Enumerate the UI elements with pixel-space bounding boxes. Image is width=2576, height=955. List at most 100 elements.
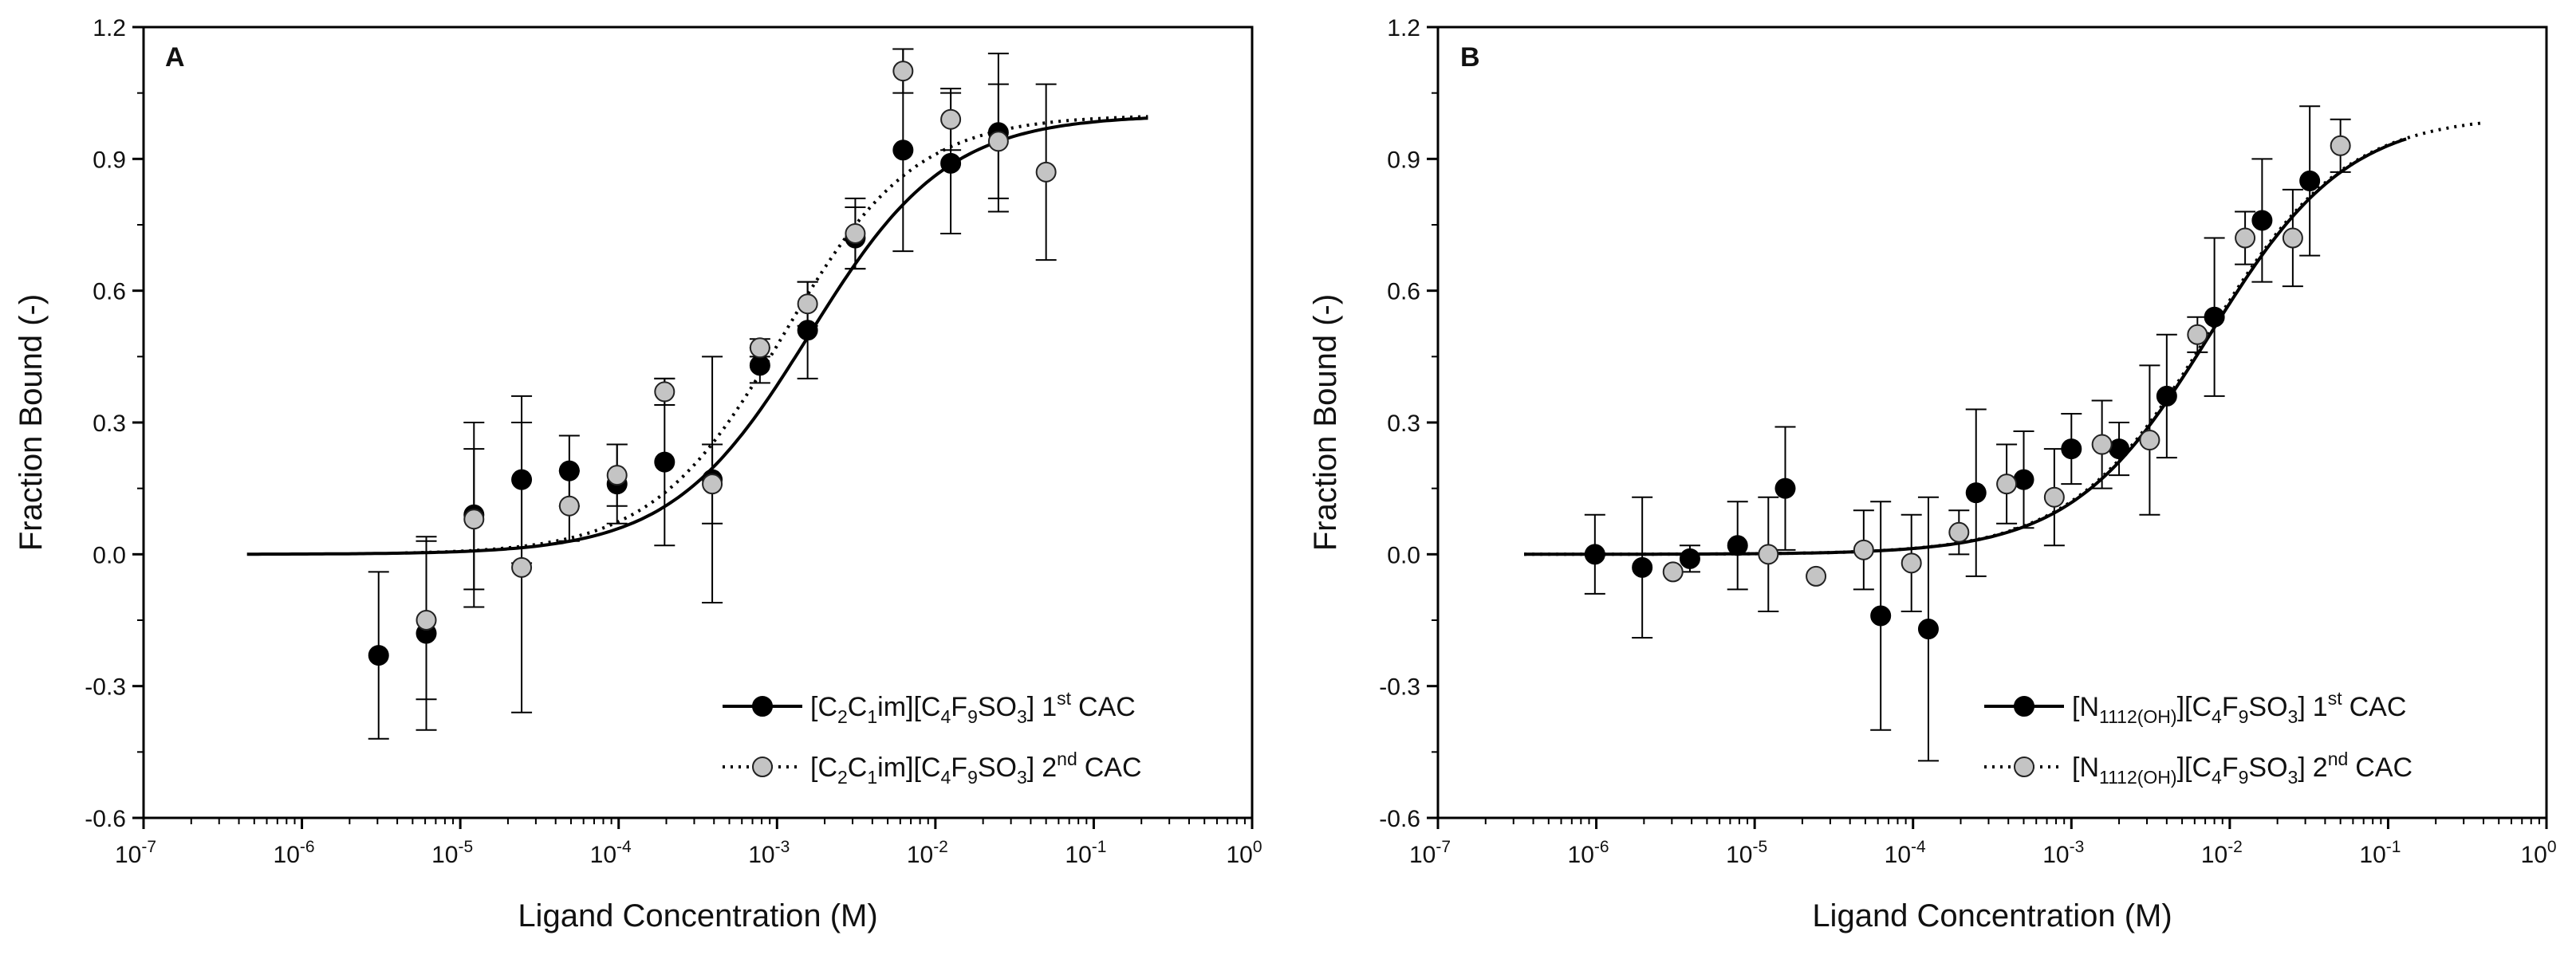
x-tick-label: 10-4	[1885, 838, 1926, 868]
data-point-series-2	[845, 223, 866, 245]
data-point-series-2	[654, 381, 676, 403]
data-point-series-2	[2139, 430, 2160, 451]
panel-a-x-ticks: 10-7 10-6 10-5 10-4 10-3 10-2 10-1 100	[115, 818, 1262, 868]
panel-a-marks	[246, 48, 1148, 740]
y-tick-label: -0.3	[85, 674, 126, 701]
data-point-series-2	[797, 293, 818, 315]
data-point-series-2	[1948, 521, 1970, 543]
panel-b-legend: [N1112(OH)][C4F9SO3] 1st CAC [N1112(OH)][C…	[1984, 688, 2413, 788]
data-point-series-1	[2061, 438, 2082, 460]
data-point-series-1	[2299, 170, 2321, 191]
panel-b-y-ticks: -0.6 -0.3 0.0 0.3 0.6 0.9 1.2	[1379, 15, 1438, 832]
x-tick-label: 10-1	[1065, 838, 1106, 868]
y-tick-label: 0.3	[1387, 411, 1420, 437]
data-point-series-2	[2043, 486, 2065, 508]
x-tick-label: 10-2	[2201, 838, 2243, 868]
panel-b: B 10-7 10-6 10-5 10-4 10-3 10-2 10-1 100 -0.6 -0…	[1308, 15, 2557, 933]
data-point-series-2	[2235, 227, 2256, 249]
data-point-series-2	[987, 131, 1009, 152]
data-point-series-1	[1965, 482, 1987, 504]
y-tick-label: 0.9	[93, 147, 126, 173]
data-point-series-1	[1870, 605, 1892, 627]
panel-b-legend-label-1st: [N1112(OH)][C4F9SO3] 1st CAC	[2072, 688, 2406, 727]
y-tick-label: -0.3	[1379, 674, 1420, 701]
x-tick-label: 10-5	[431, 838, 473, 868]
x-tick-label: 10-4	[590, 838, 632, 868]
panel-b-frame	[1436, 26, 2548, 819]
panel-b-x-axis-title: Ligand Concentration (M)	[1812, 898, 2172, 933]
panel-a-legend-entry-1: [C2C1im][C4F9SO3] 1st CAC	[723, 688, 1136, 727]
x-tick-label: 10-6	[274, 838, 315, 868]
x-tick-label: 100	[2520, 838, 2556, 868]
data-point-series-1	[368, 645, 389, 666]
data-point-series-2	[416, 610, 437, 631]
x-tick-label: 10-5	[1726, 838, 1767, 868]
data-point-series-1	[1584, 544, 1605, 565]
data-point-series-2	[2330, 135, 2351, 156]
panel-b-legend-entry-1: [N1112(OH)][C4F9SO3] 1st CAC	[1984, 688, 2406, 727]
y-tick-label: 0.9	[1387, 147, 1420, 173]
panel-a-legend-entry-2: [C2C1im][C4F9SO3] 2nd CAC	[723, 749, 1142, 788]
fit-curve-series-1	[246, 116, 1148, 556]
legend-marker-black	[752, 696, 773, 717]
data-point-series-1	[1727, 535, 1748, 556]
data-point-series-1	[1917, 619, 1939, 640]
panel-b-legend-label-2nd: [N1112(OH)][C4F9SO3] 2nd CAC	[2072, 749, 2413, 788]
fit-curve-series-1	[1524, 137, 2407, 556]
data-point-series-2	[1853, 539, 1874, 560]
panel-a-x-axis-title: Ligand Concentration (M)	[518, 898, 877, 933]
data-point-series-2	[511, 556, 533, 578]
data-point-series-2	[1035, 161, 1057, 183]
legend-marker-grey	[752, 757, 773, 777]
x-tick-label: 100	[1226, 838, 1262, 868]
y-tick-label: 1.2	[93, 15, 126, 41]
data-point-series-1	[2013, 469, 2034, 490]
panel-a-label: A	[165, 42, 185, 73]
data-point-series-2	[606, 465, 628, 486]
x-tick-label: 10-1	[2359, 838, 2401, 868]
data-point-series-2	[940, 108, 962, 130]
y-tick-label: 0.6	[1387, 279, 1420, 305]
data-point-series-2	[463, 509, 485, 530]
data-point-series-2	[702, 474, 723, 495]
data-point-series-1	[892, 140, 914, 161]
x-tick-label: 10-6	[1568, 838, 1609, 868]
data-point-series-1	[511, 469, 533, 490]
data-point-series-1	[558, 460, 580, 481]
panel-a-legend: [C2C1im][C4F9SO3] 1st CAC [C2C1im][C4F9SO3…	[723, 688, 1142, 788]
data-point-series-1	[1679, 548, 1700, 569]
data-point-series-1	[749, 355, 770, 376]
panel-a-legend-label-1st: [C2C1im][C4F9SO3] 1st CAC	[810, 688, 1136, 727]
data-point-series-1	[2204, 306, 2225, 328]
data-point-series-2	[2282, 227, 2303, 249]
data-point-series-2	[1900, 552, 1922, 574]
x-tick-label: 10-3	[748, 838, 790, 868]
y-tick-label: -0.6	[1379, 806, 1420, 832]
data-point-series-2	[1996, 474, 2018, 495]
panel-a-legend-label-2nd: [C2C1im][C4F9SO3] 2nd CAC	[810, 749, 1142, 788]
panel-b-x-ticks: 10-7 10-6 10-5 10-4 10-3 10-2 10-1 100	[1409, 818, 2557, 868]
x-tick-label: 10-3	[2042, 838, 2084, 868]
y-tick-label: 0.3	[93, 411, 126, 437]
panel-b-label: B	[1460, 42, 1480, 73]
fit-curve-series-2	[405, 115, 1148, 555]
data-point-series-2	[2091, 434, 2113, 455]
data-point-series-2	[892, 61, 914, 82]
data-point-series-2	[749, 337, 770, 359]
legend-marker-grey	[2014, 757, 2034, 777]
data-point-series-1	[2156, 385, 2177, 407]
data-point-series-2	[1662, 561, 1684, 583]
panel-a-y-axis-title: Fraction Bound (-)	[14, 294, 49, 551]
data-point-series-1	[2109, 438, 2130, 460]
y-tick-label: 0.0	[1387, 542, 1420, 568]
data-point-series-2	[1758, 544, 1779, 565]
panel-a: A 10-7 10-6 10-5 10-4 10-3 10-2 10-1 100 -0.6-0…	[14, 15, 1262, 933]
y-tick-label: 0.6	[93, 279, 126, 305]
data-point-series-2	[558, 495, 580, 517]
x-tick-label: 10-7	[1409, 838, 1451, 868]
panel-a-frame	[142, 26, 1254, 819]
panel-a-y-ticks: -0.6 -0.3 0.0 0.3 0.6 0.9 1.2	[85, 15, 144, 832]
data-point-series-1	[654, 451, 676, 473]
data-point-series-1	[2251, 210, 2273, 231]
